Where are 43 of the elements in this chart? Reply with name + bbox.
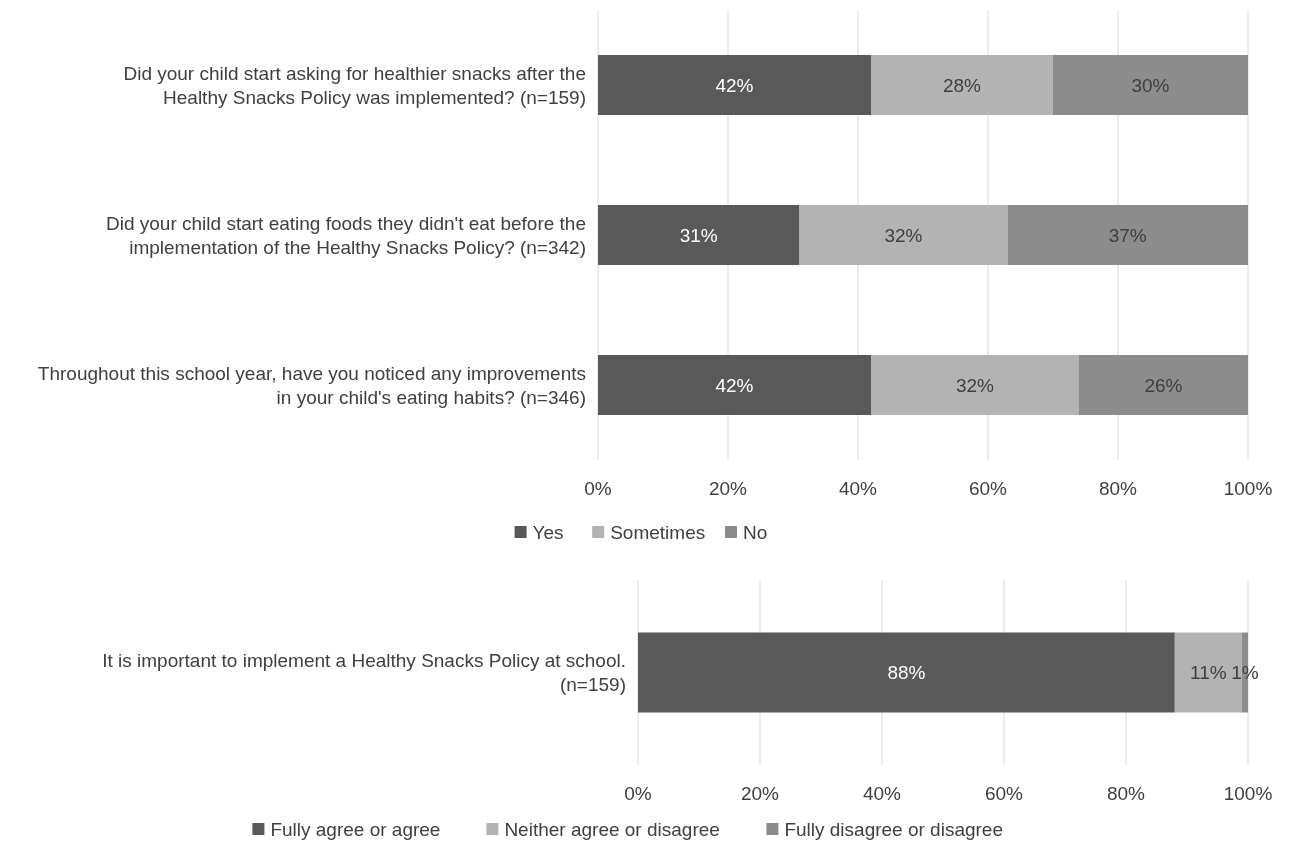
- x-tick-label: 80%: [1106, 782, 1146, 804]
- legend-label: Fully disagree or disagree: [784, 818, 1004, 840]
- x-tick-label: 20%: [708, 477, 748, 499]
- x-tick-label: 20%: [740, 782, 780, 804]
- bar: [598, 55, 871, 115]
- data-label: 30%: [1131, 74, 1170, 96]
- bar: [799, 205, 1008, 265]
- legend-label: No: [743, 521, 768, 543]
- x-tick-label: 60%: [968, 477, 1008, 499]
- bar: [598, 355, 871, 415]
- x-tick-label: 100%: [1223, 782, 1273, 804]
- x-tick-label: 40%: [838, 477, 878, 499]
- data-label: 28%: [942, 74, 982, 96]
- x-tick-label: 100%: [1223, 477, 1273, 499]
- bar: [871, 355, 1079, 415]
- data-label: 42%: [715, 74, 754, 96]
- data-label: 88%: [887, 662, 926, 684]
- bar: [871, 55, 1053, 115]
- bar: [638, 632, 1175, 713]
- data-label: 11%: [1190, 662, 1227, 684]
- legend-label: Yes: [532, 521, 564, 543]
- data-label: 31%: [679, 224, 718, 246]
- legend-label: Neither agree or disagree: [504, 818, 720, 840]
- data-label: 26%: [1144, 374, 1183, 396]
- y-tick-label: Did your child start eating foods they didn't eat before the implementation of the Healthy Snacks Policy? (n=342): [106, 212, 586, 258]
- y-tick-label: It is important to implement a Healthy Snacks Policy at school. (n=159): [102, 650, 626, 696]
- x-tick-label: 40%: [862, 782, 902, 804]
- bar: [598, 205, 800, 265]
- legend-label: Sometimes: [610, 521, 706, 543]
- y-tick-label: Throughout this school year, have you noticed any improvements in your child's eating habits? (n=346): [37, 362, 586, 408]
- data-label: 42%: [715, 374, 754, 396]
- data-label: 32%: [955, 374, 995, 396]
- x-tick-label: 0%: [624, 782, 652, 804]
- x-tick-label: 80%: [1098, 477, 1138, 499]
- data-label: 32%: [884, 224, 923, 246]
- bar: [1079, 355, 1248, 415]
- y-tick-label: Did your child start asking for healthier snacks after the Healthy Snacks Policy was implemented? (n=159): [123, 62, 586, 108]
- bar: [1053, 55, 1248, 115]
- bar: [1007, 205, 1248, 265]
- x-tick-label: 0%: [584, 477, 612, 499]
- x-tick-label: 60%: [984, 782, 1024, 804]
- legend-label: Fully agree or agree: [270, 818, 441, 840]
- data-label: 37%: [1108, 224, 1147, 246]
